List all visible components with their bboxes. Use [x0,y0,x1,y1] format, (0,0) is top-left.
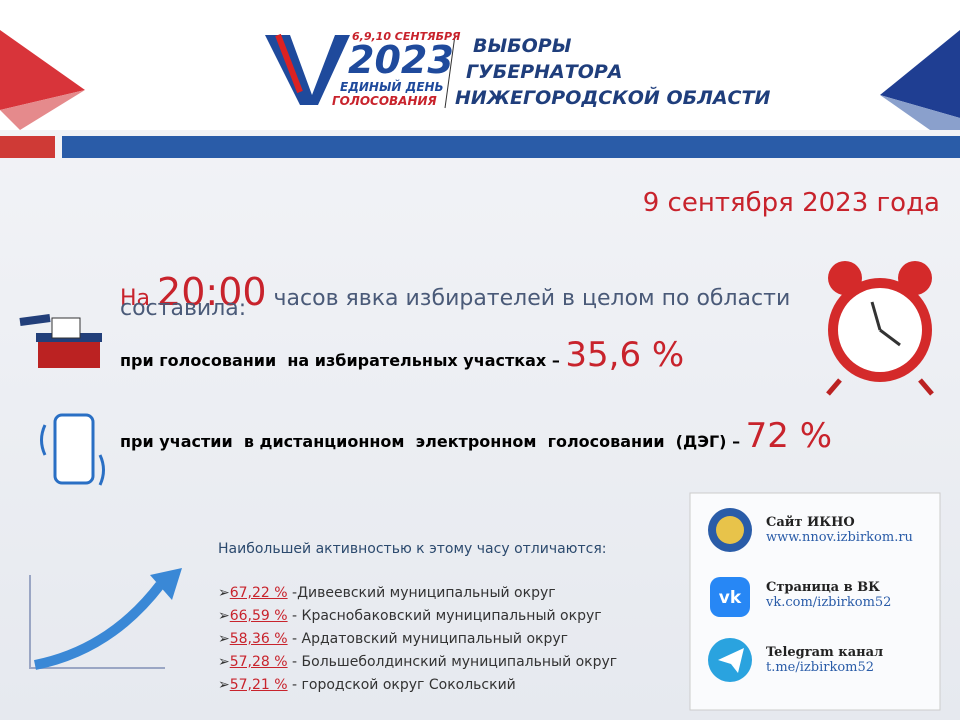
turnout-dash: – [732,432,741,451]
logo-year: 2023 [348,38,454,82]
turnout-value: 35,6 % [565,335,685,375]
activity-value: 57,28 % [229,654,288,670]
activity-item: ➢58,36 % - Ардатовский муниципальный окр… [218,631,568,647]
contact: Страница в ВК vk.com/izbirkom52 [766,580,913,645]
activity-item: ➢57,28 % - Большеболдинский муниципальны… [218,654,618,670]
turnout-label: при участии в дистанционном электронном … [120,432,727,451]
turnout-label: при голосовании на избирательных участка… [120,351,547,370]
contact-link: t.me/izbirkom52 [766,660,875,675]
intro-prefix: На [120,286,151,311]
logo-line1: ЕДИНЫЙ ДЕНЬ [340,80,444,94]
intro-time: 20:00 [157,270,267,314]
turnout-value: 72 % [745,416,833,456]
contact: Telegram канал t.me/izbirkom52 [766,645,913,710]
activity-heading: Наибольшей активностью к этому часу отли… [218,541,607,557]
activity-value: 67,22 % [229,585,288,601]
svg-text:vk: vk [719,588,742,608]
contact-title: Страница в ВК [766,580,880,595]
contact-link: www.nnov.izbirkom.ru [766,530,913,545]
activity-text: - Краснобаковский муниципальный округ [287,608,602,624]
header-title-2: ГУБЕРНАТОРА [466,61,623,83]
logo-dates: 6,9,10 СЕНТЯБРЯ [352,30,461,43]
header-title-1: ВЫБОРЫ [473,35,572,57]
contact-title: Telegram канал [766,645,884,660]
activity-text: - городской округ Сокольский [287,677,516,693]
date: 9 сентября 2023 года [642,188,940,218]
turnout-1: при голосовании на избирательных участка… [120,335,684,375]
header-title-3: НИЖЕГОРОДСКОЙ ОБЛАСТИ [455,87,771,109]
activity-list: ➢67,22 % -Дивеевский муниципальный округ… [218,585,617,700]
intro: На 20:00 часов явка избирателей в целом … [120,245,790,314]
logo-line2: ГОЛОСОВАНИЯ [332,94,437,108]
turnout-dash: – [551,351,560,370]
intro-rest: часов явка избирателей в целом по област… [273,286,791,311]
activity-value: 57,21 % [229,677,288,693]
activity-item: ➢66,59 % - Краснобаковский муниципальный… [218,608,602,624]
activity-value: 58,36 % [229,631,288,647]
activity-item: ➢57,21 % - городской округ Сокольский [218,677,516,693]
activity-value: 66,59 % [229,608,288,624]
contact-link: vk.com/izbirkom52 [766,595,892,610]
activity-text: -Дивеевский муниципальный округ [287,585,556,601]
turnout-2: при участии в дистанционном электронном … [120,416,832,456]
contact: Сайт ИКНО www.nnov.izbirkom.ru [766,515,913,580]
activity-text: - Большеболдинский муниципальный округ [287,654,618,670]
activity-text: - Ардатовский муниципальный округ [287,631,568,647]
intro-line2: составила: [120,296,247,321]
contacts: Сайт ИКНО www.nnov.izbirkom.ru Страница в … [766,515,913,710]
contact-title: Сайт ИКНО [766,515,855,530]
activity-item: ➢67,22 % -Дивеевский муниципальный округ [218,585,556,601]
